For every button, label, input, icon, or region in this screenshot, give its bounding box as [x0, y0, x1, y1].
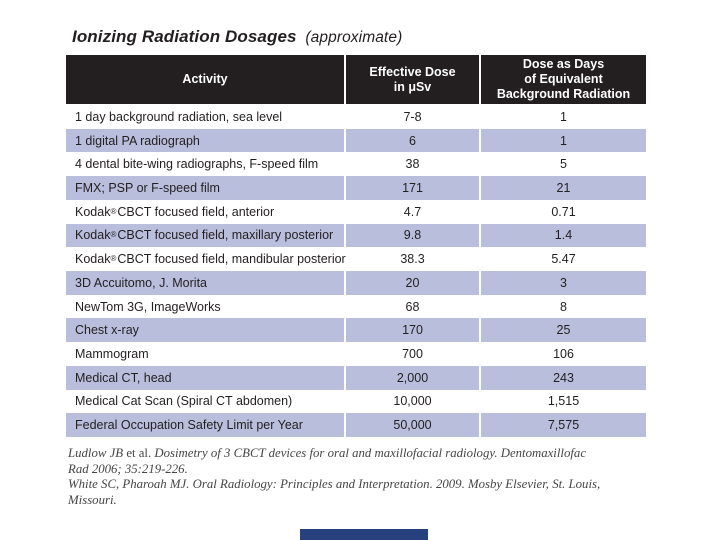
column-header-activity: Activity [66, 55, 346, 104]
activity-cell: Mammogram [66, 342, 346, 366]
table-row: Kodak ® CBCT focused field, maxillary pos… [66, 223, 646, 248]
dose-cell: 20 [346, 271, 481, 295]
citation-ludlow-line2: Rad 2006; 35:219-226. [68, 461, 188, 476]
activity-cell: Federal Occupation Safety Limit per Year [66, 413, 346, 438]
citation-etal: et al. [126, 446, 152, 460]
days-cell: 106 [553, 347, 574, 362]
table-row: NewTom 3G, ImageWorks 68 8 [66, 294, 646, 319]
activity-cell: FMX; PSP or F-speed film [66, 176, 346, 200]
days-cell: 5 [560, 157, 567, 172]
days-cell: 1 [560, 109, 567, 124]
activity-cell: 3D Accuitomo, J. Morita [66, 271, 346, 295]
citation-white-line1: White SC, Pharoah MJ. Oral Radiology: Pr… [68, 477, 601, 491]
column-header-effective-dose: Effective Dose in μSv [346, 55, 481, 104]
activity-cell: 1 day background radiation, sea level [66, 105, 346, 129]
dose-cell: 9.8 [346, 223, 481, 248]
days-cell: 5.47 [551, 252, 576, 267]
citation-title: Dosimetry of 3 CBCT devices for oral and… [151, 446, 587, 460]
days-cell: 243 [553, 370, 574, 385]
days-cell: 0.71 [551, 204, 576, 219]
days-cell: 3 [560, 275, 567, 290]
table-row: FMX; PSP or F-speed film 171 21 [66, 176, 646, 200]
citation-block: Ludlow JB et al. Dosimetry of 3 CBCT dev… [68, 446, 660, 508]
table-row: Federal Occupation Safety Limit per Year… [66, 413, 646, 438]
citation-author: Ludlow JB [68, 446, 127, 460]
dose-cell: 2,000 [346, 365, 481, 390]
days-cell: 1.4 [554, 228, 573, 243]
activity-cell: Kodak ® CBCT focused field, mandibular po… [66, 247, 346, 272]
page-title-qualifier: (approximate) [305, 29, 403, 46]
dose-cell: 170 [346, 318, 481, 343]
dose-cell: 4.7 [346, 199, 481, 224]
dose-cell: 38.3 [346, 247, 481, 272]
table-row: Medical Cat Scan (Spiral CT abdomen) 10,0… [66, 389, 646, 414]
dose-cell: 10,000 [346, 389, 481, 414]
table-row: 1 day background radiation, sea level 7-8… [66, 105, 646, 129]
activity-cell: Kodak ® CBCT focused field, anterior [66, 199, 346, 224]
activity-cell: NewTom 3G, ImageWorks [66, 294, 346, 319]
citation-white-line2: Missouri. [68, 492, 117, 507]
days-cell: 25 [556, 323, 571, 338]
citation-ludlow-line1: Ludlow JB et al. Dosimetry of 3 CBCT dev… [68, 446, 660, 462]
table-body: 1 day background radiation, sea level 7-8… [66, 105, 646, 438]
bottom-bar-decoration [300, 529, 428, 540]
table-row: 4 dental bite-wing radiographs, F-speed … [66, 152, 646, 177]
table-row: Mammogram 700 106 [66, 342, 646, 366]
dose-cell: 171 [346, 176, 481, 200]
table-row: 1 digital PA radiograph 6 1 [66, 128, 646, 153]
dose-cell: 50,000 [346, 413, 481, 438]
table-row: Chest x-ray 170 25 [66, 318, 646, 343]
days-cell: 1 [560, 133, 567, 148]
dose-cell: 38 [346, 152, 481, 177]
table-header-row: Activity Effective Dose in μSv Dose as D… [66, 55, 646, 104]
days-cell: 8 [560, 299, 567, 314]
dose-cell: 700 [346, 342, 481, 366]
page-title: Ionizing Radiation Dosages (approximate) [72, 27, 402, 47]
days-cell: 21 [556, 181, 571, 196]
radiation-dosage-table: Activity Effective Dose in μSv Dose as D… [66, 55, 646, 438]
dose-cell: 7-8 [346, 105, 481, 129]
activity-cell: Chest x-ray [66, 318, 346, 343]
activity-cell: Medical CT, head [66, 365, 346, 390]
days-cell: 1,515 [547, 394, 580, 409]
table-row: Medical CT, head 2,000 243 [66, 365, 646, 390]
days-cell: 7,575 [547, 418, 580, 433]
activity-cell: Kodak ® CBCT focused field, maxillary pos… [66, 223, 346, 248]
table-row: 3D Accuitomo, J. Morita 20 3 [66, 271, 646, 295]
table-row: Kodak ® CBCT focused field, anterior 4.7 0.… [66, 199, 646, 224]
activity-cell: 1 digital PA radiograph [66, 128, 346, 153]
column-header-days-equivalent: Dose as Days of Equivalent Background Ra… [496, 57, 631, 101]
activity-cell: Medical Cat Scan (Spiral CT abdomen) [66, 389, 346, 414]
dose-cell: 6 [346, 128, 481, 153]
dose-cell: 68 [346, 294, 481, 319]
page-title-main: Ionizing Radiation Dosages [72, 27, 297, 46]
activity-cell: 4 dental bite-wing radiographs, F-speed … [66, 152, 346, 177]
table-row: Kodak ® CBCT focused field, mandibular po… [66, 247, 646, 272]
